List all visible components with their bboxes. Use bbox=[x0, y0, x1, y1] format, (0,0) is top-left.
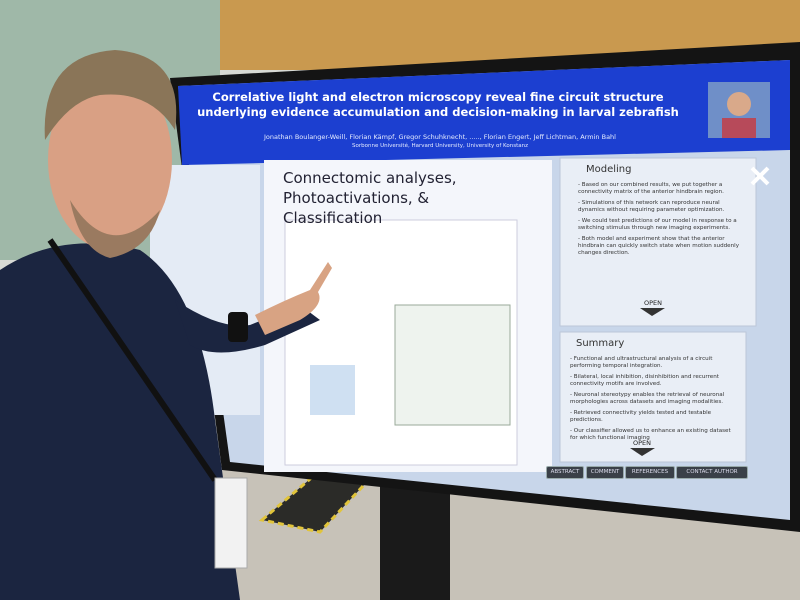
bullet-item: - We could test predictions of our model… bbox=[578, 218, 737, 231]
poster-authors: Jonathan Boulanger-Weill, Florian Kämpf,… bbox=[264, 133, 616, 141]
bullet-item: - Functional and ultrastructural analysi… bbox=[570, 356, 713, 369]
summary-bullets: - Functional and ultrastructural analysi… bbox=[570, 356, 736, 446]
modeling-panel bbox=[559, 157, 757, 327]
pointing-hand bbox=[255, 262, 332, 335]
bullet-item: - Bilateral, local inhibition, disinhibi… bbox=[570, 374, 719, 387]
bullet-item: - Both model and experiment show that th… bbox=[578, 236, 740, 256]
close-icon bbox=[750, 166, 770, 186]
connectivity-matrix bbox=[394, 304, 511, 426]
beard bbox=[70, 200, 160, 258]
panel-title: Connectomic analyses, Photoactivations, … bbox=[283, 169, 457, 227]
open-label[interactable]: OPEN bbox=[632, 439, 651, 447]
modeling-bullets: - Based on our combined results, we put … bbox=[578, 182, 746, 261]
bullet-item: - Our classifier allowed us to enhance a… bbox=[570, 428, 731, 441]
nav-button[interactable]: COMMENT bbox=[586, 466, 624, 479]
small-matrix bbox=[310, 365, 355, 415]
author-shirt bbox=[722, 118, 756, 138]
section-heading: Modeling bbox=[586, 164, 632, 175]
nav-button[interactable]: ABSTRACT bbox=[546, 466, 584, 479]
open-arrow bbox=[640, 308, 665, 316]
open-arrow bbox=[630, 448, 655, 456]
summary-panel bbox=[559, 331, 747, 463]
author-face bbox=[727, 92, 751, 116]
lanyard bbox=[47, 238, 218, 482]
watch bbox=[228, 312, 248, 342]
open-label[interactable]: OPEN bbox=[643, 299, 662, 307]
bullet-item: - Based on our combined results, we put … bbox=[578, 182, 724, 195]
bullet-item: - Simulations of this network can reprod… bbox=[578, 200, 725, 213]
nav-button[interactable]: CONTACT AUTHOR bbox=[676, 466, 748, 479]
bullet-item: - Retrieved connectivity yields tested a… bbox=[570, 410, 712, 423]
person-torso bbox=[0, 243, 240, 600]
badge bbox=[214, 477, 248, 569]
section-heading: Summary bbox=[576, 338, 625, 349]
bullet-item: - Neuronal stereotypy enables the retrie… bbox=[570, 392, 725, 405]
poster-affiliations: Sorbonne Université, Harvard University,… bbox=[352, 143, 528, 149]
title-band bbox=[178, 60, 790, 165]
poster-title: Correlative light and electron microscop… bbox=[197, 90, 679, 119]
nav-button[interactable]: REFERENCES bbox=[625, 466, 675, 479]
hair bbox=[44, 50, 177, 140]
face bbox=[48, 70, 172, 250]
